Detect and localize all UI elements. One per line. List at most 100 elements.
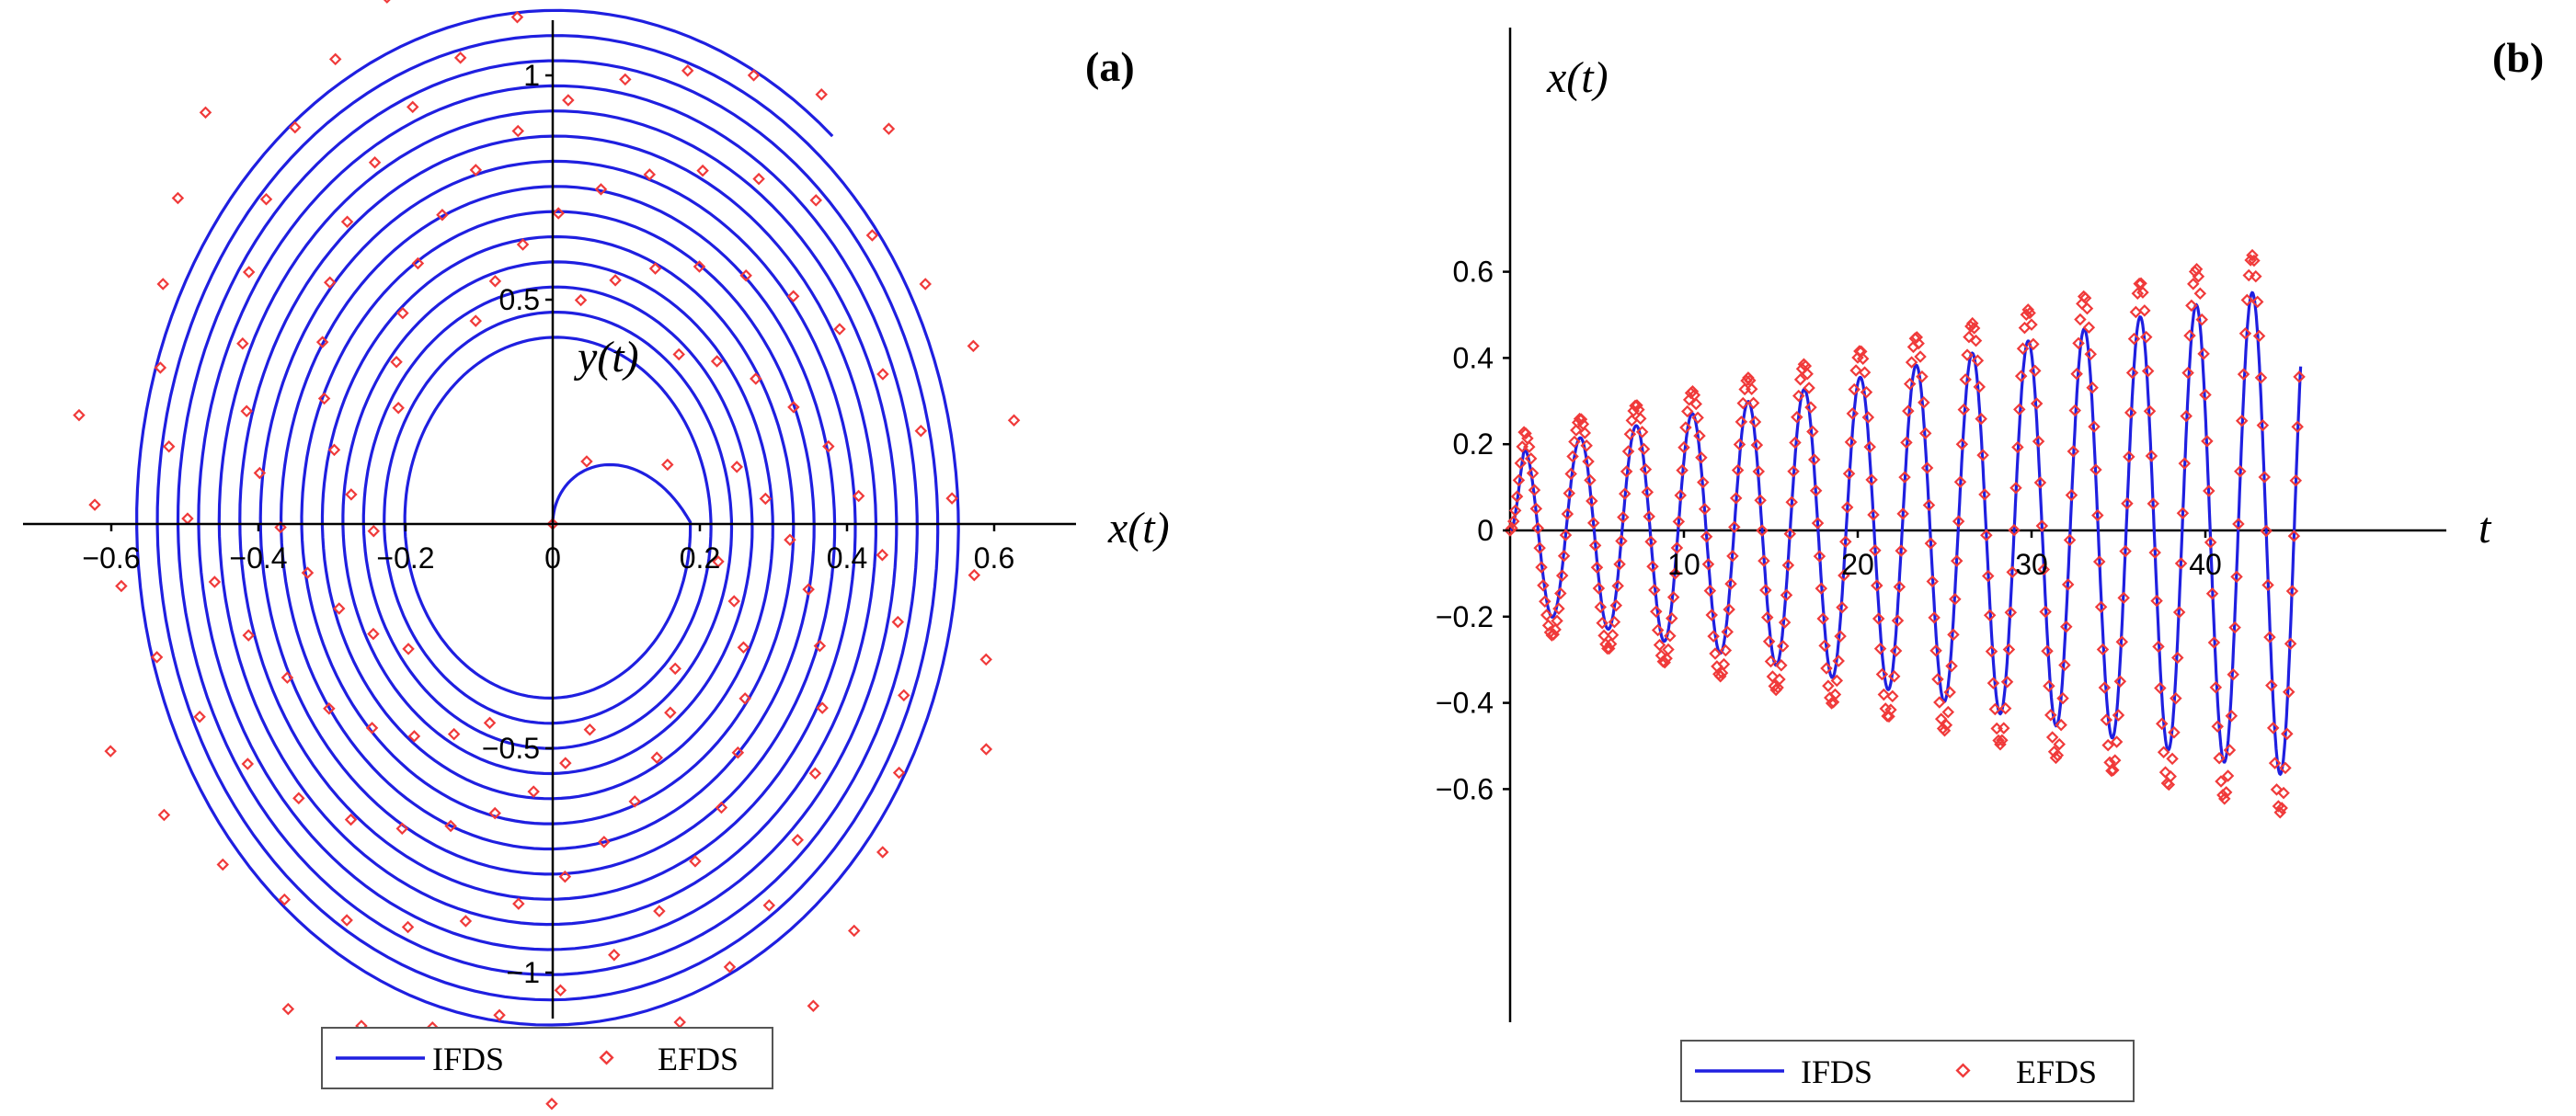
efds-point bbox=[1785, 495, 1798, 508]
efds-point bbox=[2266, 722, 2280, 735]
efds-point bbox=[2199, 388, 2212, 402]
efds-point bbox=[516, 238, 530, 251]
efds-point bbox=[1912, 336, 1925, 350]
efds-point bbox=[2117, 591, 2130, 605]
efds-point bbox=[673, 1016, 686, 1029]
efds-point bbox=[1007, 414, 1021, 427]
efds-point bbox=[1861, 411, 1875, 424]
efds-point bbox=[1618, 487, 1631, 500]
efds-point bbox=[2033, 476, 2047, 489]
efds-point bbox=[527, 785, 540, 798]
efds-point bbox=[1586, 495, 1598, 507]
efds-point bbox=[1740, 374, 1753, 387]
efds-point bbox=[715, 801, 728, 814]
efds-point bbox=[1959, 373, 1972, 386]
efds-point bbox=[892, 766, 906, 780]
efds-point bbox=[2058, 658, 2071, 672]
efds-point bbox=[1973, 381, 1986, 393]
efds-point bbox=[2067, 445, 2080, 458]
efds-point bbox=[401, 920, 415, 934]
x-tick-label: 0.2 bbox=[680, 541, 720, 575]
efds-point bbox=[1848, 382, 1860, 396]
efds-point bbox=[1728, 520, 1741, 534]
efds-point bbox=[1521, 432, 1534, 445]
efds-point bbox=[1606, 628, 1620, 642]
efds-point bbox=[1780, 588, 1793, 602]
efds-point bbox=[2289, 473, 2303, 487]
efds-point bbox=[2121, 497, 2134, 510]
efds-point bbox=[1756, 524, 1769, 537]
efds-point bbox=[301, 566, 315, 579]
efds-point bbox=[2027, 337, 2040, 351]
efds-point bbox=[402, 643, 415, 655]
efds-point bbox=[1672, 515, 1686, 529]
efds-point bbox=[808, 767, 822, 780]
efds-point bbox=[2166, 752, 2179, 766]
efds-point bbox=[1588, 539, 1602, 552]
efds-point bbox=[1574, 413, 1588, 426]
efds-point bbox=[1891, 614, 1905, 627]
efds-point bbox=[281, 1002, 295, 1016]
efds-point bbox=[1920, 461, 1934, 474]
efds-point bbox=[1670, 541, 1684, 554]
efds-point bbox=[2181, 366, 2194, 380]
efds-point bbox=[444, 819, 457, 833]
efds-point bbox=[1875, 667, 1889, 681]
efds-point bbox=[2011, 440, 2024, 454]
efds-point bbox=[1778, 616, 1792, 629]
efds-point bbox=[1759, 584, 1772, 597]
efds-point bbox=[2246, 248, 2259, 262]
efds-point bbox=[1668, 567, 1682, 580]
efds-point bbox=[1698, 502, 1712, 516]
efds-point bbox=[1992, 734, 2005, 747]
efds-point bbox=[383, 0, 391, 4]
efds-point bbox=[1981, 569, 1995, 583]
efds-point bbox=[1846, 407, 1860, 420]
efds-point bbox=[1748, 416, 1762, 428]
efds-point bbox=[1643, 510, 1655, 523]
efds-point bbox=[292, 791, 305, 805]
efds-point bbox=[1621, 445, 1635, 458]
x-tick-label: −0.2 bbox=[376, 541, 434, 575]
efds-point bbox=[1594, 600, 1608, 614]
efds-point bbox=[1893, 580, 1906, 594]
efds-point bbox=[1986, 677, 2000, 689]
efds-point bbox=[2148, 546, 2161, 559]
efds-point bbox=[2240, 293, 2254, 307]
efds-point bbox=[1580, 438, 1593, 452]
efds-point bbox=[2192, 269, 2205, 283]
efds-point bbox=[1969, 334, 1983, 347]
panel-b-legend-ifds-label: IFDS bbox=[1801, 1053, 1872, 1090]
efds-point bbox=[653, 905, 666, 917]
efds-point bbox=[2014, 370, 2028, 382]
efds-point bbox=[1586, 517, 1600, 530]
efds-point bbox=[1934, 712, 1948, 725]
efds-point bbox=[1559, 529, 1573, 541]
efds-point bbox=[406, 100, 419, 114]
efds-point bbox=[876, 846, 889, 859]
efds-point bbox=[2201, 435, 2214, 448]
efds-point bbox=[1957, 403, 1971, 416]
efds-point bbox=[1998, 701, 2012, 715]
efds-point bbox=[2070, 367, 2083, 381]
efds-point bbox=[332, 602, 346, 615]
efds-point bbox=[1840, 501, 1854, 514]
efds-point bbox=[2172, 606, 2186, 619]
efds-point bbox=[1686, 385, 1700, 398]
efds-point bbox=[1877, 688, 1891, 701]
efds-point bbox=[1910, 331, 1924, 344]
efds-point bbox=[2287, 530, 2301, 542]
efds-point bbox=[2230, 570, 2243, 584]
efds-point bbox=[1549, 623, 1562, 636]
efds-point bbox=[436, 208, 449, 222]
ifds-phase-path bbox=[135, 8, 960, 1027]
efds-point bbox=[1967, 322, 1981, 335]
efds-point bbox=[1953, 475, 1967, 489]
efds-point bbox=[411, 256, 425, 270]
efds-point bbox=[459, 915, 473, 928]
efds-point bbox=[1609, 598, 1623, 612]
efds-point bbox=[2183, 329, 2196, 342]
efds-point bbox=[2187, 278, 2200, 290]
efds-point bbox=[328, 52, 342, 66]
efds-point bbox=[2143, 404, 2157, 418]
